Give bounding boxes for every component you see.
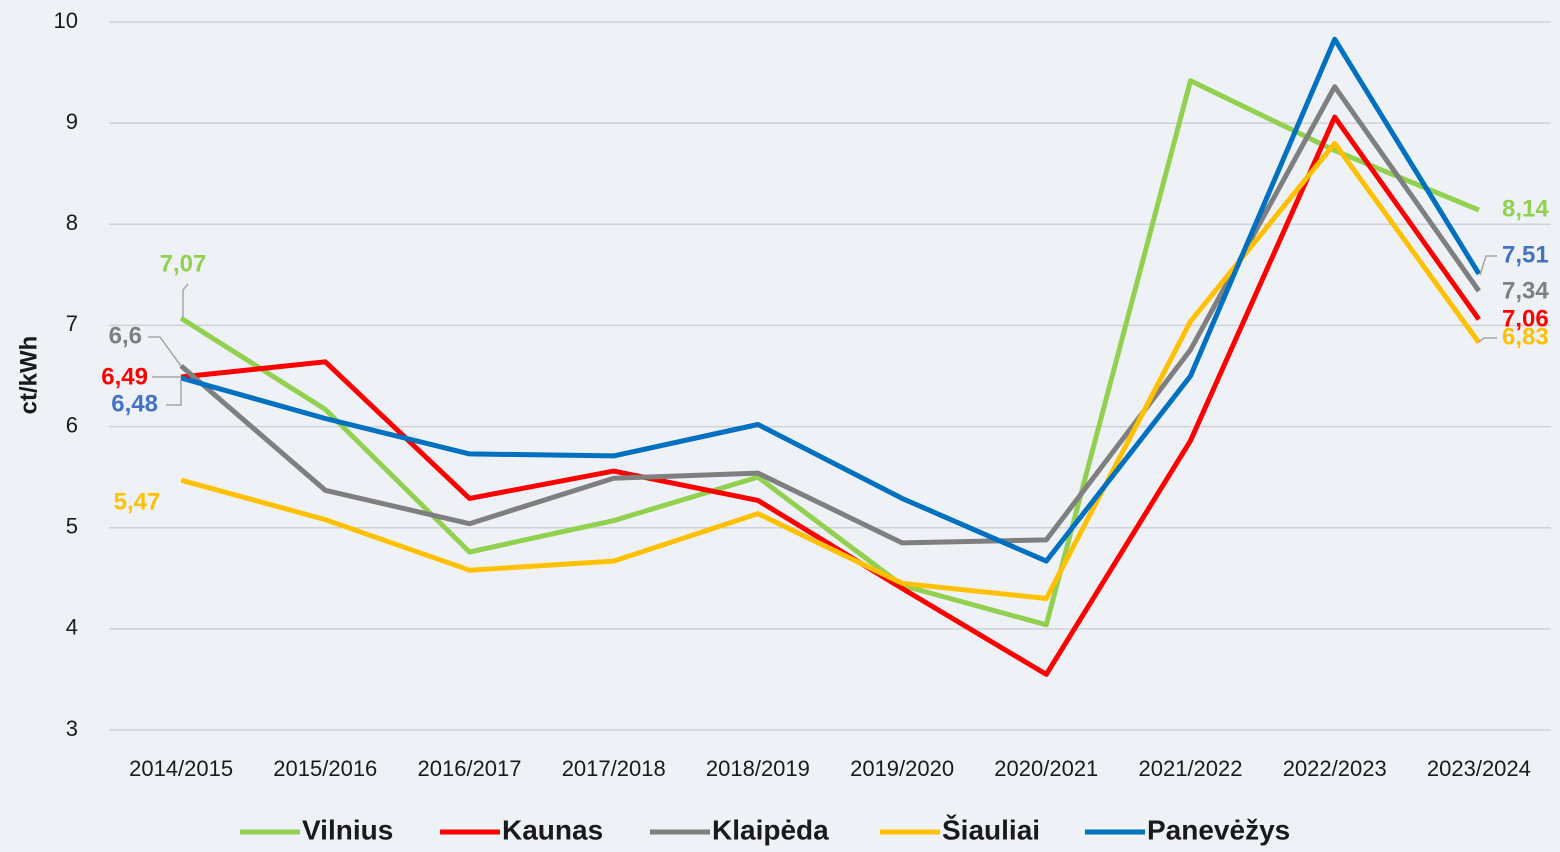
data-label: 6,6 [109, 322, 142, 349]
x-tick-label: 2016/2017 [418, 756, 522, 781]
x-tick-label: 2014/2015 [129, 756, 233, 781]
leader-line [1479, 255, 1497, 276]
x-tick-label: 2021/2022 [1139, 756, 1243, 781]
y-tick-label: 9 [66, 109, 78, 134]
y-tick-label: 8 [66, 210, 78, 235]
series-line [180, 36, 1482, 564]
series-line [180, 140, 1481, 601]
y-tick-label: 7 [66, 311, 78, 336]
data-label: 6,48 [111, 390, 158, 417]
x-tick-label: 2022/2023 [1283, 756, 1387, 781]
x-tick-label: 2017/2018 [562, 756, 666, 781]
data-label: 5,47 [114, 488, 161, 515]
leader-line [1478, 337, 1497, 343]
y-tick-label: 5 [66, 514, 78, 539]
leader-line [182, 283, 189, 318]
legend-label: Kaunas [502, 814, 603, 845]
leader-line [166, 380, 182, 406]
legend-label: Vilnius [302, 814, 393, 845]
legend-label: Šiauliai [942, 813, 1040, 845]
y-tick-label: 4 [66, 615, 78, 640]
series-line [179, 84, 1481, 546]
series-line [179, 78, 1480, 628]
series-line [180, 114, 1481, 677]
data-label: 8,14 [1502, 195, 1549, 222]
data-label: 7,07 [160, 250, 207, 277]
legend-label: Klaipėda [712, 814, 829, 845]
data-label: 7,51 [1502, 241, 1549, 268]
legend-label: Panevėžys [1147, 814, 1290, 845]
x-tick-label: 2015/2016 [273, 756, 377, 781]
x-tick-label: 2018/2019 [706, 756, 810, 781]
x-tick-label: 2020/2021 [994, 756, 1098, 781]
y-tick-label: 3 [66, 716, 78, 741]
data-label: 7,34 [1502, 277, 1549, 304]
x-tick-label: 2023/2024 [1427, 756, 1531, 781]
x-tick-label: 2019/2020 [850, 756, 954, 781]
data-label: 6,83 [1502, 323, 1549, 350]
data-label: 7,06 [1502, 305, 1549, 332]
data-label: 6,49 [101, 363, 148, 390]
y-tick-label: 10 [54, 8, 78, 33]
leader-line [148, 336, 182, 367]
y-tick-label: 6 [66, 412, 78, 437]
y-axis-label: ct/kWh [15, 336, 42, 415]
